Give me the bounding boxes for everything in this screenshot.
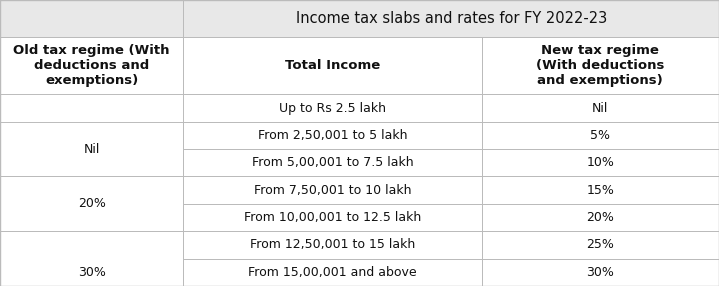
Bar — [183, 259, 482, 286]
Bar — [183, 259, 482, 286]
Bar — [482, 94, 719, 122]
Bar — [482, 259, 719, 286]
Bar — [183, 176, 482, 204]
Bar — [183, 176, 482, 204]
Bar — [482, 176, 719, 204]
Bar — [183, 122, 482, 149]
Bar — [0, 37, 183, 94]
Text: From 10,00,001 to 12.5 lakh: From 10,00,001 to 12.5 lakh — [244, 211, 421, 224]
Text: New tax regime
(With deductions
and exemptions): New tax regime (With deductions and exem… — [536, 44, 664, 87]
Text: 20%: 20% — [587, 211, 614, 224]
Bar — [183, 0, 719, 37]
Bar — [482, 122, 719, 149]
Text: From 5,00,001 to 7.5 lakh: From 5,00,001 to 7.5 lakh — [252, 156, 413, 169]
Text: 30%: 30% — [78, 266, 106, 279]
Text: Up to Rs 2.5 lakh: Up to Rs 2.5 lakh — [279, 102, 386, 115]
Text: From 15,00,001 and above: From 15,00,001 and above — [248, 266, 417, 279]
Text: Nil: Nil — [83, 143, 100, 156]
Bar — [0, 231, 183, 286]
Text: From 12,50,001 to 15 lakh: From 12,50,001 to 15 lakh — [250, 239, 415, 251]
Bar — [482, 176, 719, 204]
Text: 5%: 5% — [590, 129, 610, 142]
Bar — [0, 231, 183, 286]
Text: 10%: 10% — [587, 156, 614, 169]
Text: 15%: 15% — [587, 184, 614, 197]
Bar — [183, 231, 482, 259]
Text: 30%: 30% — [587, 266, 614, 279]
Bar — [0, 122, 183, 176]
Bar — [482, 259, 719, 286]
Text: Nil: Nil — [592, 102, 608, 115]
Bar — [183, 37, 482, 94]
Bar — [183, 37, 482, 94]
Text: Total Income: Total Income — [285, 59, 380, 72]
Text: Income tax slabs and rates for FY 2022-23: Income tax slabs and rates for FY 2022-2… — [296, 11, 607, 26]
Bar — [0, 122, 183, 176]
Bar — [482, 37, 719, 94]
Bar — [183, 122, 482, 149]
Text: Old tax regime (With
deductions and
exemptions): Old tax regime (With deductions and exem… — [14, 44, 170, 87]
Bar — [482, 94, 719, 122]
Bar — [0, 37, 183, 94]
Bar — [183, 231, 482, 259]
Bar — [183, 149, 482, 176]
Bar — [183, 149, 482, 176]
Bar — [482, 149, 719, 176]
Bar — [482, 149, 719, 176]
Bar — [0, 0, 183, 37]
Bar — [183, 94, 482, 122]
Text: 25%: 25% — [587, 239, 614, 251]
Bar — [482, 122, 719, 149]
Bar — [482, 231, 719, 259]
Text: From 2,50,001 to 5 lakh: From 2,50,001 to 5 lakh — [258, 129, 407, 142]
Bar — [482, 37, 719, 94]
Bar — [482, 204, 719, 231]
Bar — [183, 204, 482, 231]
Bar — [183, 0, 719, 37]
Bar — [183, 204, 482, 231]
Text: From 7,50,001 to 10 lakh: From 7,50,001 to 10 lakh — [254, 184, 411, 197]
Bar — [482, 231, 719, 259]
Bar — [0, 0, 183, 37]
Bar — [183, 94, 482, 122]
Bar — [0, 176, 183, 231]
Text: 20%: 20% — [78, 197, 106, 210]
Bar — [0, 176, 183, 231]
Bar — [482, 204, 719, 231]
